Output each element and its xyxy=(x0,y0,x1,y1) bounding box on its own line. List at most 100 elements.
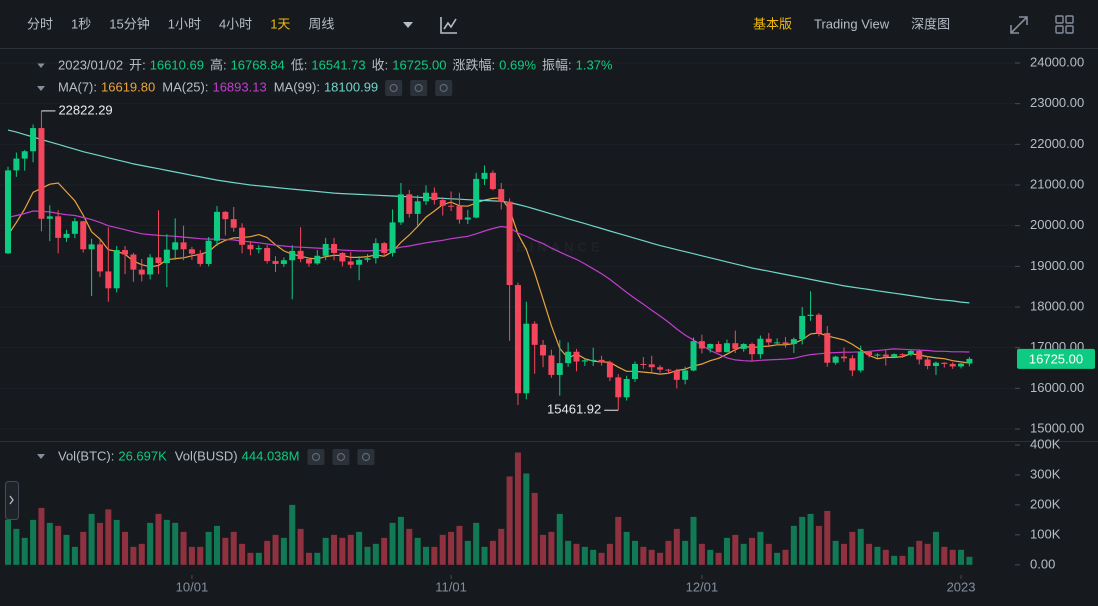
view-tab[interactable]: 基本版 xyxy=(753,16,792,31)
candle-body xyxy=(21,151,28,159)
volume-bar xyxy=(949,549,956,565)
volume-bar xyxy=(46,522,53,565)
volume-bar xyxy=(297,528,304,565)
volume-bar xyxy=(782,549,789,565)
info-value: 16541.73 xyxy=(311,57,365,72)
candle-body xyxy=(297,250,304,260)
volume-bar xyxy=(364,546,371,565)
volume-bar xyxy=(289,504,296,565)
volume-bar xyxy=(71,546,78,565)
legend-icon-glyph xyxy=(336,452,346,462)
volume-bar xyxy=(239,543,246,565)
candle-body xyxy=(172,242,179,250)
volume-bar xyxy=(556,513,563,565)
candle-body xyxy=(623,378,630,398)
candle-body xyxy=(916,350,923,360)
volume-bar xyxy=(590,549,597,565)
candle-body xyxy=(255,248,262,250)
candle-body xyxy=(523,323,530,394)
y-tick-label: 20000.00 xyxy=(1030,217,1084,232)
volume-bar xyxy=(707,549,714,565)
interval-tab[interactable]: 15分钟 xyxy=(109,16,149,31)
candle-body xyxy=(372,243,379,259)
candle-body xyxy=(891,354,898,357)
candle-body xyxy=(615,377,622,398)
volume-bar xyxy=(305,552,312,565)
candle-body xyxy=(339,252,346,262)
interval-tab[interactable]: 1秒 xyxy=(71,16,91,31)
volume-bar xyxy=(105,509,112,565)
candle-body xyxy=(239,227,246,245)
interval-tab[interactable]: 1天 xyxy=(270,16,290,31)
volume-bar xyxy=(774,552,781,565)
volume-bar xyxy=(682,540,689,565)
x-tick-label: 2023 xyxy=(947,579,976,594)
low-label: 15461.92 xyxy=(547,402,601,417)
vol-collapse[interactable] xyxy=(37,454,45,459)
volume-bar xyxy=(966,556,973,565)
info-label: 涨跌幅: xyxy=(453,57,496,72)
info-value: 16768.84 xyxy=(231,57,285,72)
volume-bar xyxy=(732,534,739,565)
volume-bar xyxy=(916,540,923,565)
info-label: 振幅: xyxy=(542,57,572,72)
layout-icon-cell xyxy=(1065,15,1074,24)
info-collapse[interactable] xyxy=(37,63,45,68)
volume-bar xyxy=(698,543,705,565)
view-tab[interactable]: Trading View xyxy=(814,16,890,31)
volume-bar xyxy=(197,546,204,565)
ma-collapse[interactable] xyxy=(37,86,45,91)
candle-body xyxy=(155,257,162,264)
candle-body xyxy=(531,323,538,345)
candle-body xyxy=(322,243,329,256)
candle-body xyxy=(565,351,572,364)
volume-bar xyxy=(866,543,873,565)
candle-body xyxy=(932,362,939,366)
volume-bar xyxy=(180,531,187,565)
fullscreen-button[interactable] xyxy=(1010,16,1028,34)
candle-body xyxy=(790,339,797,345)
volume-bar xyxy=(489,540,496,565)
volume-bar xyxy=(690,516,697,565)
side-panel-toggle[interactable] xyxy=(5,481,19,520)
volume-bar xyxy=(414,537,421,565)
candle-body xyxy=(907,350,914,355)
candle-body xyxy=(774,342,781,344)
candle-body xyxy=(749,344,756,355)
volume-bar xyxy=(389,522,396,565)
volume-bar xyxy=(941,546,948,565)
legend-name: MA(25): xyxy=(162,79,208,94)
volume-bar xyxy=(740,543,747,565)
volume-bar xyxy=(30,519,37,565)
legend-close-button[interactable] xyxy=(357,449,375,465)
volume-bar xyxy=(632,540,638,565)
interval-tab[interactable]: 周线 xyxy=(308,16,334,31)
legend-close-button[interactable] xyxy=(435,80,453,96)
ma-line xyxy=(7,129,970,304)
volume-bar xyxy=(573,543,580,565)
interval-tab[interactable]: 分时 xyxy=(27,16,53,31)
legend-icon-glyph xyxy=(361,452,371,462)
candle-body xyxy=(88,244,95,250)
layout-icon-cell xyxy=(1055,15,1064,24)
legend-eye-button[interactable] xyxy=(385,80,403,96)
legend-settings-button[interactable] xyxy=(410,80,428,96)
volume-bar xyxy=(423,546,429,565)
interval-tab[interactable]: 4小时 xyxy=(219,16,252,31)
watermark: BINANCE xyxy=(516,239,603,254)
interval-tab[interactable]: 1小时 xyxy=(168,16,201,31)
x-tick-label: 12/01 xyxy=(686,579,719,594)
candle-body xyxy=(765,338,772,343)
y-tick-label: 21000.00 xyxy=(1030,176,1084,191)
volume-bar xyxy=(874,546,881,565)
volume-bar xyxy=(790,525,797,565)
legend-settings-button[interactable] xyxy=(332,449,350,465)
layout-button[interactable] xyxy=(1055,15,1074,34)
view-tab[interactable]: 深度图 xyxy=(911,16,950,31)
volume-bar xyxy=(406,528,413,565)
legend-eye-button[interactable] xyxy=(307,449,325,465)
info-label: 开: xyxy=(129,57,146,72)
indicator-button[interactable] xyxy=(440,17,457,34)
more-intervals-dropdown[interactable] xyxy=(403,22,413,28)
